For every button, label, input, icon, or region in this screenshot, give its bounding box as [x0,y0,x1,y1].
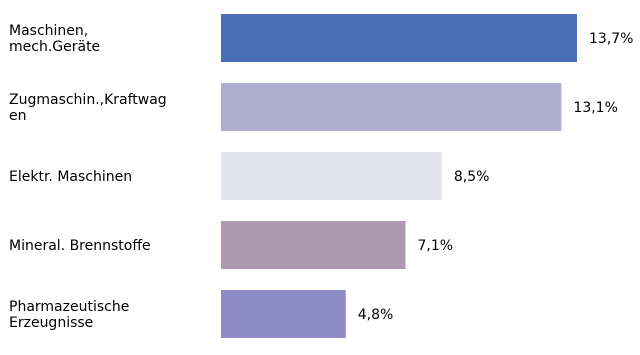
value-label-4: 7,1% [417,238,453,254]
bar-4 [221,221,406,269]
category-label-5: Pharmazeutische Erzeugnisse [9,299,129,331]
bar-3 [221,152,442,200]
bar-5 [221,290,346,338]
category-label-line: Zugmaschin.,Kraftwag [9,92,167,108]
category-label-line: Mineral. Brennstoffe [9,238,151,254]
category-label-line: mech.Geräte [9,39,100,55]
bars-group [221,14,577,338]
category-label-3: Elektr. Maschinen [9,169,132,185]
value-label-5: 4,8% [358,307,394,323]
value-labels-group: 13,7% 13,1% 8,5% 7,1% 4,8% [358,31,634,323]
category-label-line: Elektr. Maschinen [9,169,132,185]
category-label-line: Maschinen, [9,23,88,39]
category-label-4: Mineral. Brennstoffe [9,238,151,254]
category-label-line: Pharmazeutische [9,299,129,315]
category-label-line: Erzeugnisse [9,315,93,331]
bar-2 [221,83,562,131]
value-label-2: 13,1% [573,100,617,116]
category-labels-group: Maschinen, mech.Geräte Zugmaschin.,Kraftwa… [9,23,167,331]
category-label-1: Maschinen, mech.Geräte [9,23,100,55]
value-label-3: 8,5% [454,169,490,185]
value-label-1: 13,7% [589,31,633,47]
category-label-2: Zugmaschin.,Kraftwag en [9,92,167,124]
category-label-line: en [9,108,27,124]
bar-1 [221,14,577,62]
